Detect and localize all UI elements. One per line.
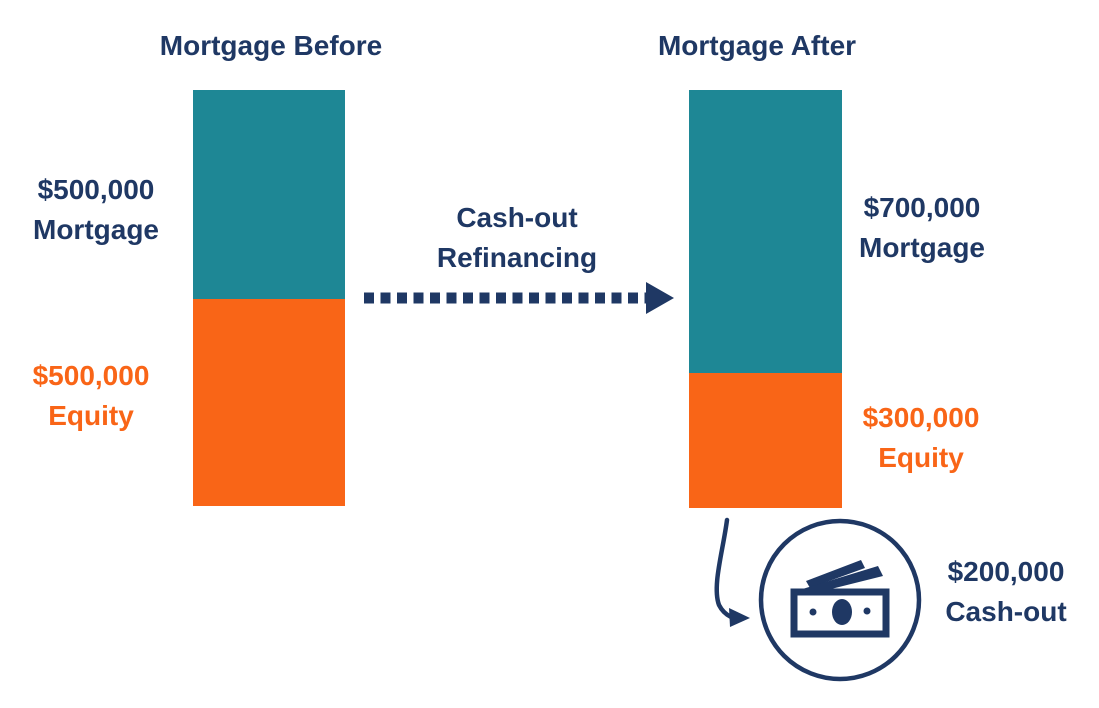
after-equity-amount: $300,000 — [862, 402, 980, 433]
after-equity-label: $300,000 Equity — [863, 398, 980, 478]
before-column-title: Mortgage Before — [159, 30, 383, 61]
after-column-title: Mortgage After — [657, 30, 857, 61]
curved-arrow-icon — [714, 517, 750, 627]
before-mortgage-label: $500,000 Mortgage — [33, 170, 159, 250]
cashout-word: Cash-out — [945, 596, 1067, 627]
after-mortgage-amount: $700,000 — [863, 192, 981, 223]
before-equity-label: $500,000 Equity — [33, 356, 150, 436]
before-mortgage-word: Mortgage — [33, 214, 159, 245]
cashout-amount: $200,000 — [947, 556, 1065, 587]
before-stacked-bar — [193, 90, 345, 506]
after-mortgage-word: Mortgage — [859, 232, 985, 263]
dashed-arrow-icon — [364, 282, 674, 314]
money-bill-icon — [758, 518, 922, 682]
before-equity-word: Equity — [48, 400, 134, 431]
after-stacked-bar — [689, 90, 842, 508]
transition-line1: Cash-out — [456, 202, 578, 233]
before-mortgage-amount: $500,000 — [37, 174, 155, 205]
before-equity-segment — [193, 299, 345, 506]
before-equity-amount: $500,000 — [32, 360, 150, 391]
after-equity-segment — [689, 373, 842, 508]
after-mortgage-segment — [689, 90, 842, 373]
cash-out-refinancing-label: Cash-out Refinancing — [437, 198, 597, 278]
after-mortgage-label: $700,000 Mortgage — [859, 188, 985, 268]
after-equity-word: Equity — [878, 442, 964, 473]
transition-line2: Refinancing — [436, 242, 598, 273]
before-mortgage-segment — [193, 90, 345, 299]
cash-out-amount-label: $200,000 Cash-out — [945, 552, 1066, 632]
